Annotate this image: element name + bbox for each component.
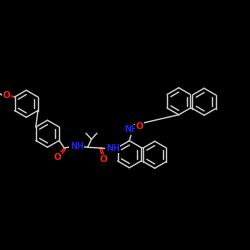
Text: O: O	[54, 152, 62, 162]
Text: NH: NH	[125, 125, 138, 134]
Text: O: O	[2, 91, 10, 100]
Text: O: O	[136, 122, 143, 131]
Text: NH: NH	[106, 144, 120, 153]
Text: NH: NH	[70, 142, 84, 150]
Text: O: O	[100, 154, 107, 164]
